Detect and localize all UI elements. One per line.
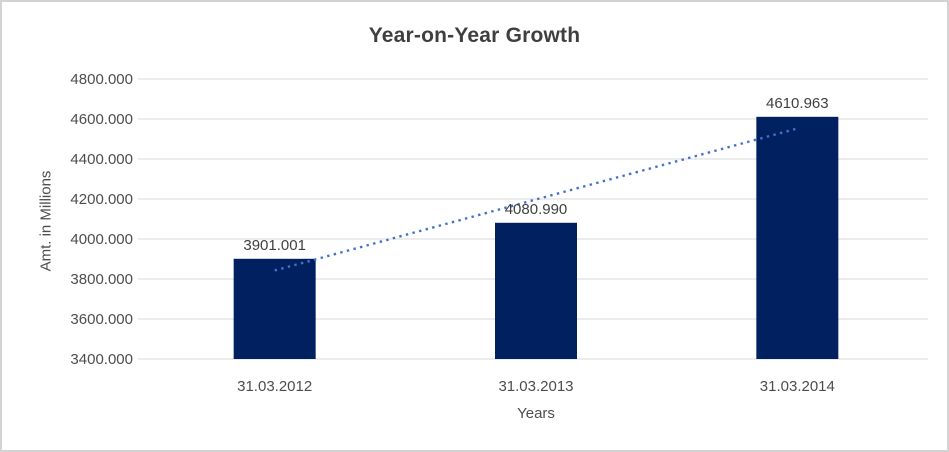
y-tick-label: 3800.000 <box>70 271 133 288</box>
bar-31.03.2012[interactable] <box>233 258 316 359</box>
x-tick-label: 31.03.2012 <box>237 378 312 395</box>
bar-31.03.2014[interactable] <box>756 116 839 359</box>
data-label: 3901.001 <box>243 237 306 254</box>
y-tick-label: 3600.000 <box>70 311 133 328</box>
trendline[interactable] <box>274 127 798 272</box>
y-tick-label: 4000.000 <box>70 231 133 248</box>
data-label: 4610.963 <box>766 95 829 112</box>
y-tick-label: 4200.000 <box>70 191 133 208</box>
y-tick-label: 4400.000 <box>70 151 133 168</box>
y-tick-label: 4600.000 <box>70 111 133 128</box>
y-tick-label: 4800.000 <box>70 71 133 88</box>
bar-31.03.2013[interactable] <box>495 222 577 359</box>
x-axis-title: Years <box>517 405 555 422</box>
chart-title: Year-on-Year Growth <box>368 24 581 47</box>
x-tick-label: 31.03.2014 <box>760 378 835 395</box>
x-tick-label: 31.03.2013 <box>498 378 573 395</box>
y-tick-label: 3400.000 <box>70 351 133 368</box>
data-label: 4080.990 <box>505 201 568 218</box>
